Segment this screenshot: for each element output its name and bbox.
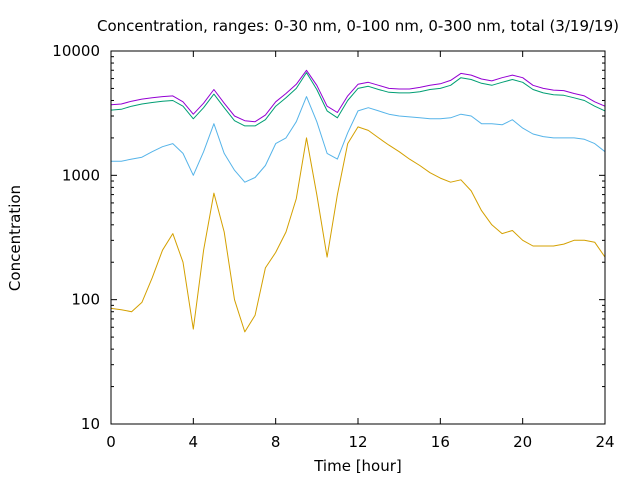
series-line-2 xyxy=(111,96,606,183)
x-axis: 0 4 8 12 16 20 24 xyxy=(106,51,615,451)
series-line-1 xyxy=(110,126,606,333)
y-tick-label: 100 xyxy=(71,291,100,309)
y-axis: 10 100 1000 10000 xyxy=(52,42,605,433)
x-tick-label: 8 xyxy=(271,433,281,451)
series-line-4 xyxy=(110,69,606,123)
x-tick-label: 24 xyxy=(595,433,614,451)
series-layer xyxy=(110,69,606,333)
x-tick-label: 20 xyxy=(513,433,532,451)
chart-title: Concentration, ranges: 0-30 nm, 0-100 nm… xyxy=(97,17,619,35)
y-tick-label: 1000 xyxy=(62,166,100,184)
y-tick-label: 10000 xyxy=(52,42,100,60)
plot-frame xyxy=(110,50,606,425)
y-axis-label: Concentration xyxy=(6,185,24,291)
x-tick-label: 16 xyxy=(431,433,450,451)
series-line-3 xyxy=(110,72,606,127)
x-tick-label: 4 xyxy=(189,433,199,451)
x-axis-label: Time [hour] xyxy=(313,457,402,475)
x-tick-label: 12 xyxy=(348,433,367,451)
x-tick-label: 0 xyxy=(106,433,116,451)
y-tick-label: 10 xyxy=(81,415,100,433)
